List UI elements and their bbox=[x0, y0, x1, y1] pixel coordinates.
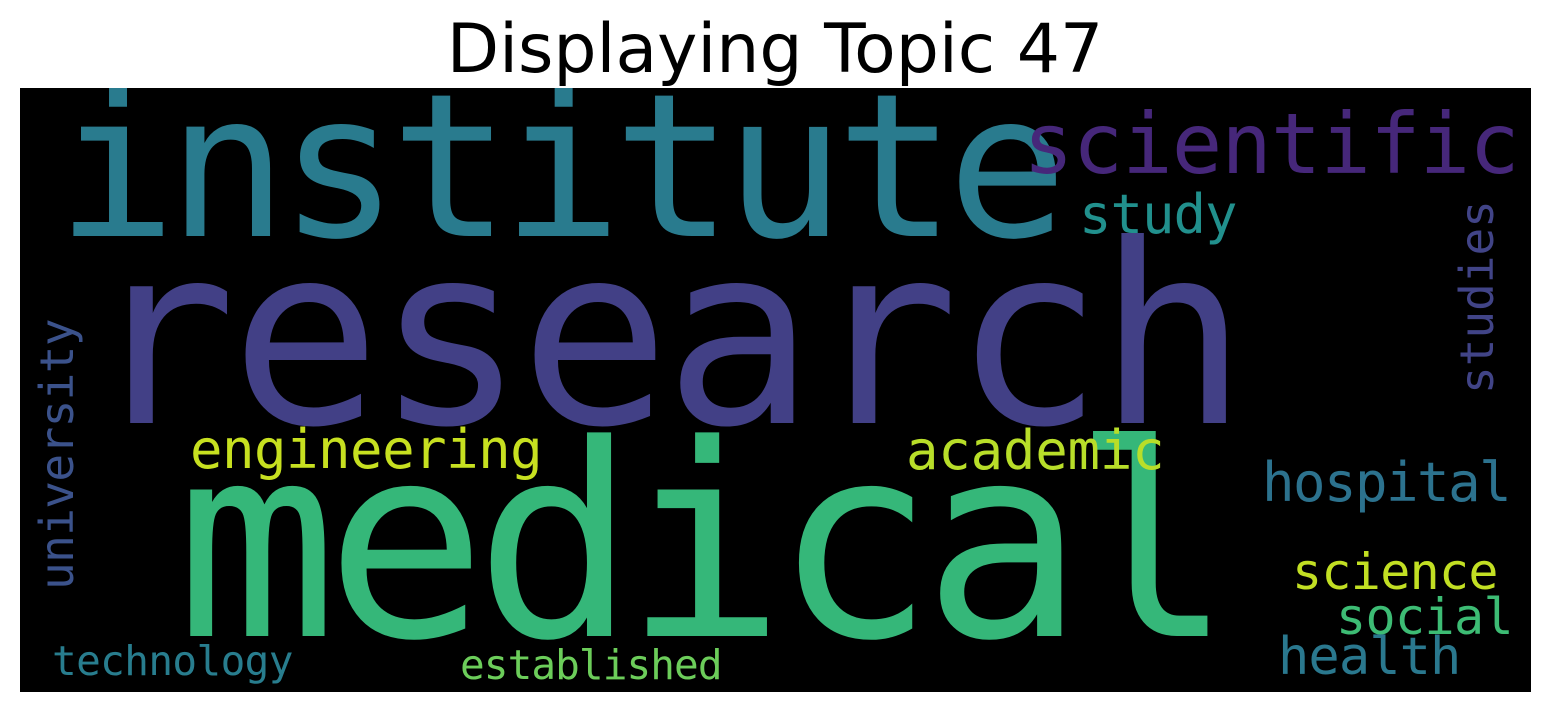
word-social: social bbox=[1336, 588, 1514, 646]
word-academic: academic bbox=[906, 419, 1165, 482]
word-studies: studies bbox=[1450, 200, 1504, 394]
word-health: health bbox=[1278, 627, 1461, 687]
word-research: research bbox=[86, 191, 1248, 482]
word-science: science bbox=[1292, 543, 1499, 601]
word-engineering: engineering bbox=[190, 418, 543, 481]
word-medical: medical bbox=[176, 388, 1233, 692]
word-study: study bbox=[1079, 183, 1238, 246]
word-cloud: research institute medical scientific st… bbox=[20, 88, 1531, 692]
word-scientific: scientific bbox=[1023, 95, 1520, 193]
word-institute: institute bbox=[56, 88, 1068, 284]
word-hospital: hospital bbox=[1262, 451, 1512, 514]
word-university: university bbox=[30, 319, 84, 590]
page-title: Displaying Topic 47 bbox=[446, 10, 1104, 89]
word-technology: technology bbox=[52, 637, 293, 685]
word-established: established bbox=[460, 641, 723, 689]
